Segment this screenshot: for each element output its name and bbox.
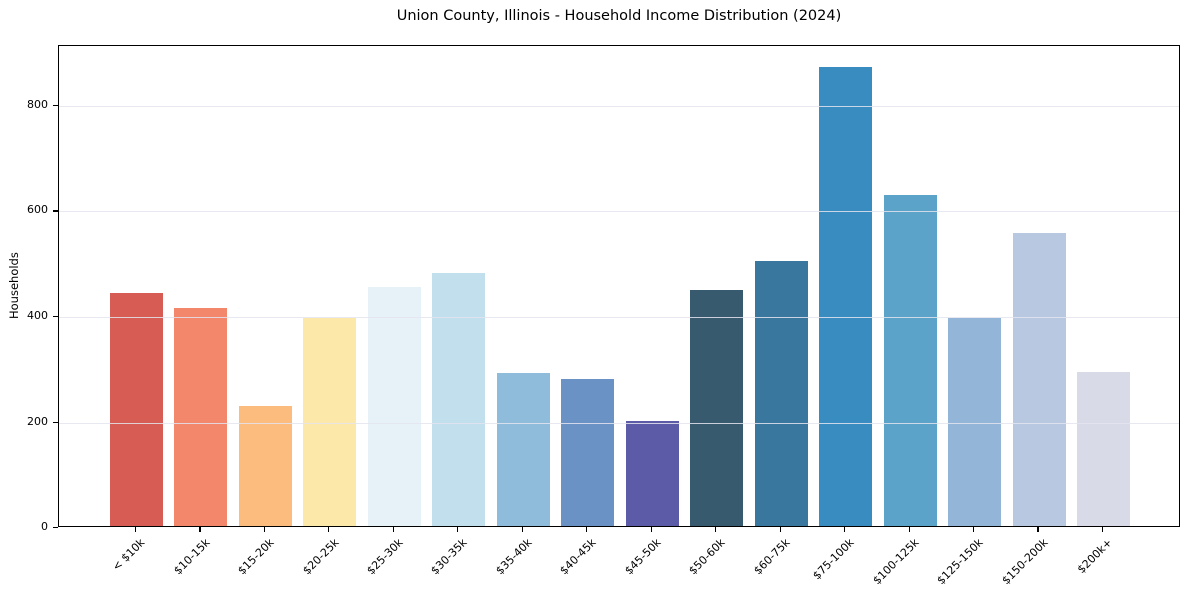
bar: [303, 317, 357, 526]
x-axis-tick: [973, 527, 975, 532]
bar: [238, 406, 292, 526]
chart-title: Union County, Illinois - Household Incom…: [396, 8, 842, 24]
bar: [1077, 371, 1130, 526]
x-tick-label: $125-150k: [934, 536, 986, 588]
x-axis-tick: [521, 527, 523, 532]
x-axis-tick: [1037, 527, 1039, 532]
x-tick-label: $75-100k: [810, 536, 857, 583]
x-axis-tick: [134, 527, 137, 532]
x-tick-label: $200k+: [1074, 536, 1115, 577]
y-tick-label: 400: [27, 308, 48, 322]
y-axis-tick: [53, 527, 58, 529]
bar: [948, 318, 1002, 526]
gridline: [59, 105, 1179, 107]
x-tick-label: < $10k: [110, 536, 148, 574]
gridline: [59, 316, 1179, 318]
y-axis-label: Households: [7, 252, 21, 320]
x-axis-tick: [199, 527, 201, 532]
x-tick-label: $30-35k: [428, 536, 470, 578]
x-tick-label: $60-75k: [751, 536, 793, 578]
bar: [561, 378, 615, 526]
bar: [496, 373, 550, 526]
bar: [754, 261, 808, 526]
gridline: [59, 422, 1179, 424]
x-axis-tick: [392, 527, 394, 532]
x-tick-label: $20-25k: [299, 536, 342, 578]
x-axis-tick: [650, 527, 652, 532]
x-tick-label: $35-40k: [493, 536, 535, 578]
bar: [110, 293, 163, 526]
x-tick-label: $25-30k: [364, 536, 406, 578]
bar: [883, 195, 937, 526]
x-axis-tick: [457, 527, 459, 532]
x-axis-tick: [1101, 527, 1104, 532]
x-tick-label: $15-20k: [235, 536, 277, 578]
bar: [367, 287, 421, 526]
y-tick-label: 200: [27, 414, 48, 428]
x-tick-label: $40-45k: [557, 536, 599, 578]
plot-area: [58, 45, 1180, 527]
y-tick-label: 0: [41, 520, 48, 533]
x-axis-tick: [586, 527, 588, 532]
bar: [174, 308, 228, 526]
x-axis-tick: [908, 527, 910, 532]
x-axis-tick: [715, 527, 717, 532]
y-axis-tick: [53, 210, 58, 212]
bar: [625, 421, 679, 526]
x-axis-tick: [779, 527, 781, 532]
bar: [690, 290, 744, 526]
x-tick-label: $50-60k: [686, 536, 728, 578]
x-axis-tick: [844, 527, 846, 532]
y-axis-tick: [53, 104, 58, 107]
bar: [1012, 233, 1066, 526]
x-tick-label: $100-125k: [870, 536, 922, 588]
x-axis-tick: [263, 527, 265, 532]
y-axis-tick: [53, 421, 58, 423]
y-axis-tick: [53, 315, 58, 318]
x-tick-label: $10-15k: [170, 536, 213, 578]
y-tick-label: 600: [27, 203, 48, 217]
y-tick-label: 800: [27, 97, 48, 111]
x-tick-label: $45-50k: [622, 536, 664, 578]
x-axis-tick: [328, 527, 330, 532]
gridline: [59, 211, 1179, 213]
x-tick-label: $150-200k: [999, 536, 1051, 588]
bar: [432, 272, 486, 526]
bar: [819, 67, 873, 526]
